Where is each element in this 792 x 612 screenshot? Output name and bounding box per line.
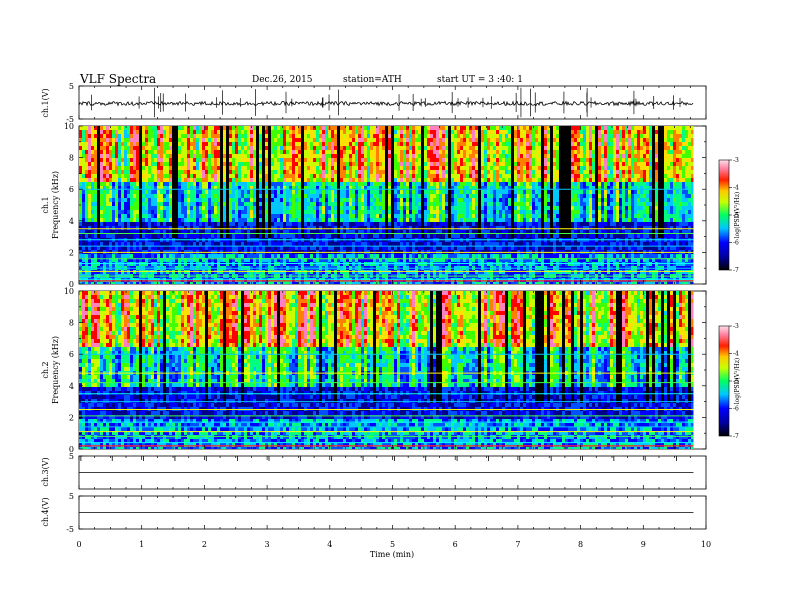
colorbar-tick-label: -3	[733, 157, 739, 164]
x-tick-label: 8	[578, 540, 583, 549]
ch2-spectrogram-ylabel-line2: Frequency (kHz)	[51, 336, 60, 404]
x-tick-label: 3	[265, 540, 270, 549]
time-axis-label: Time (min)	[370, 550, 414, 559]
y-tick-label: 2	[69, 413, 74, 422]
y-tick-label: 5	[69, 492, 74, 501]
ch2-colorbar	[719, 326, 729, 436]
colorbar-tick-label: -7	[733, 433, 739, 440]
ch3-waveform-ylabel: ch.3(V)	[41, 457, 50, 486]
colorbar-tick-label: -4	[733, 185, 739, 192]
y-tick-label: 5	[69, 82, 74, 91]
ch1-colorbar-label: log(PSD(V²/Hz)	[734, 192, 741, 239]
x-tick-label: 4	[327, 540, 332, 549]
ch1-spectrogram-ylabel-line2: Frequency (kHz)	[51, 171, 60, 239]
y-tick-label: 6	[69, 350, 74, 359]
y-tick-label: 8	[69, 319, 74, 328]
y-tick-label: 5	[69, 452, 74, 461]
y-tick-label: 4	[69, 382, 74, 391]
y-tick-label: -5	[66, 115, 74, 124]
colorbar-tick-label: -3	[733, 323, 739, 330]
x-tick-label: 6	[453, 540, 458, 549]
ch2-spectrogram	[79, 291, 693, 449]
ch2-spectrogram-ylabel-line1: ch.2	[41, 361, 50, 378]
y-tick-label: 2	[69, 248, 74, 257]
colorbar-tick-label: -6	[733, 406, 739, 413]
y-tick-label: 10	[64, 287, 74, 296]
ch1-waveform-line	[79, 102, 693, 106]
ch4-waveform-ylabel: ch.4(V)	[41, 497, 50, 526]
y-tick-label: 6	[69, 185, 74, 194]
colorbar-tick-label: -7	[733, 267, 739, 274]
colorbar-tick-label: -6	[733, 240, 739, 247]
y-tick-label: 8	[69, 154, 74, 163]
y-tick-label: -5	[66, 525, 74, 534]
x-tick-label: 1	[139, 540, 144, 549]
ch1-spectrogram	[79, 126, 693, 284]
x-tick-label: 5	[390, 540, 395, 549]
x-tick-label: 7	[515, 540, 520, 549]
x-tick-label: 2	[202, 540, 207, 549]
ch3-sync-marks	[81, 456, 677, 461]
colorbar-tick-label: -4	[733, 351, 739, 358]
x-tick-label: 10	[701, 540, 711, 549]
x-tick-label: 9	[641, 540, 646, 549]
ch1-waveform-ylabel: ch.1(V)	[41, 88, 50, 117]
ch1-spectrogram-ylabel-line1: ch.1	[41, 196, 50, 213]
x-tick-label: 0	[76, 540, 81, 549]
y-tick-label: 4	[69, 217, 74, 226]
ch2-colorbar-label: log(PSD(V²/Hz)	[734, 358, 741, 405]
ch1-colorbar	[719, 160, 729, 270]
